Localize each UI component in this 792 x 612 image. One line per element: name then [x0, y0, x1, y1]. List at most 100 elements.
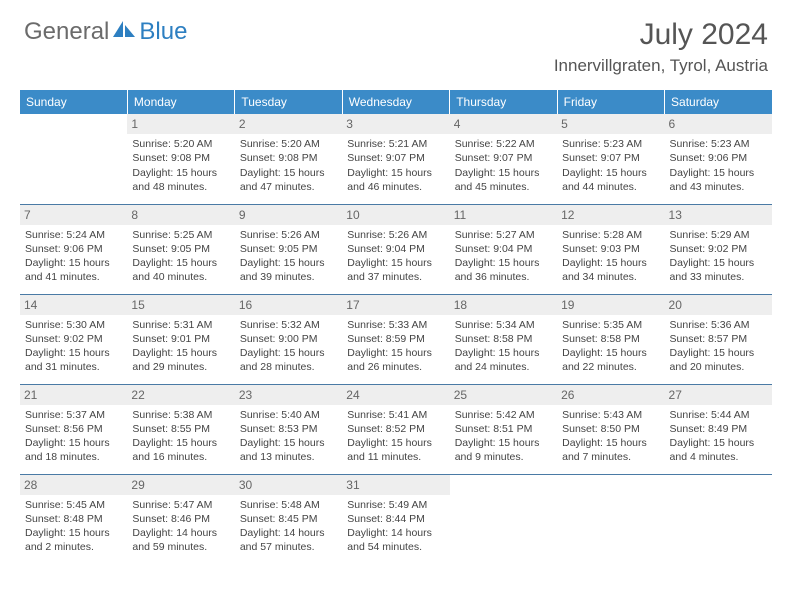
sunset-line: Sunset: 8:48 PM	[25, 512, 122, 526]
calendar-cell: 10Sunrise: 5:26 AMSunset: 9:04 PMDayligh…	[342, 204, 449, 294]
calendar-row: 14Sunrise: 5:30 AMSunset: 9:02 PMDayligh…	[20, 294, 772, 384]
calendar-cell: 28 Sunrise: 5:45 AMSunset: 8:48 PMDayligh…	[20, 474, 127, 564]
day-number: 18	[450, 295, 557, 315]
daylight-line: Daylight: 15 hours and 34 minutes.	[562, 256, 659, 284]
daylight-line: Daylight: 15 hours and 41 minutes.	[25, 256, 122, 284]
calendar-cell: 13Sunrise: 5:29 AMSunset: 9:02 PMDayligh…	[665, 204, 772, 294]
sunrise-line: Sunrise: 5:41 AM	[347, 408, 444, 422]
day-number: 17	[342, 295, 449, 315]
location-text: Innervillgraten, Tyrol, Austria	[554, 56, 768, 76]
page-header: General Blue July 2024 Innervillgraten, …	[0, 0, 792, 84]
calendar-cell: 1Sunrise: 5:20 AMSunset: 9:08 PMDaylight…	[127, 114, 234, 204]
sunset-line: Sunset: 9:04 PM	[455, 242, 552, 256]
calendar-cell: 12Sunrise: 5:28 AMSunset: 9:03 PMDayligh…	[557, 204, 664, 294]
day-number: 13	[665, 205, 772, 225]
calendar-cell: 23Sunrise: 5:40 AMSunset: 8:53 PMDayligh…	[235, 384, 342, 474]
calendar-cell	[665, 474, 772, 564]
sunset-line: Sunset: 9:06 PM	[25, 242, 122, 256]
day-number: 2	[235, 114, 342, 134]
weekday-header: Friday	[557, 90, 664, 114]
sunrise-line: Sunrise: 5:23 AM	[562, 137, 659, 151]
sunrise-line: Sunrise: 5:45 AM	[25, 498, 122, 512]
sunset-line: Sunset: 8:57 PM	[670, 332, 767, 346]
sunrise-line: Sunrise: 5:20 AM	[240, 137, 337, 151]
sunrise-line: Sunrise: 5:21 AM	[347, 137, 444, 151]
sunset-line: Sunset: 8:46 PM	[132, 512, 229, 526]
sunrise-line: Sunrise: 5:49 AM	[347, 498, 444, 512]
sunset-line: Sunset: 8:50 PM	[562, 422, 659, 436]
sunset-line: Sunset: 8:59 PM	[347, 332, 444, 346]
day-number: 28	[20, 475, 127, 495]
calendar-cell: 24Sunrise: 5:41 AMSunset: 8:52 PMDayligh…	[342, 384, 449, 474]
sunset-line: Sunset: 9:08 PM	[132, 151, 229, 165]
sunset-line: Sunset: 9:06 PM	[670, 151, 767, 165]
sunrise-line: Sunrise: 5:43 AM	[562, 408, 659, 422]
day-number: 9	[235, 205, 342, 225]
daylight-line: Daylight: 15 hours and 40 minutes.	[132, 256, 229, 284]
sunset-line: Sunset: 9:04 PM	[347, 242, 444, 256]
day-number: 6	[665, 114, 772, 134]
daylight-line: Daylight: 15 hours and 22 minutes.	[562, 346, 659, 374]
day-number: 30	[235, 475, 342, 495]
calendar-cell: 20Sunrise: 5:36 AMSunset: 8:57 PMDayligh…	[665, 294, 772, 384]
day-number: 31	[342, 475, 449, 495]
calendar-table: SundayMondayTuesdayWednesdayThursdayFrid…	[20, 90, 772, 564]
sunrise-line: Sunrise: 5:24 AM	[25, 228, 122, 242]
sunrise-line: Sunrise: 5:28 AM	[562, 228, 659, 242]
calendar-cell: 26Sunrise: 5:43 AMSunset: 8:50 PMDayligh…	[557, 384, 664, 474]
calendar-cell: 29Sunrise: 5:47 AMSunset: 8:46 PMDayligh…	[127, 474, 234, 564]
day-number: 25	[450, 385, 557, 405]
day-number: 23	[235, 385, 342, 405]
calendar-cell: 22Sunrise: 5:38 AMSunset: 8:55 PMDayligh…	[127, 384, 234, 474]
calendar-row: 1Sunrise: 5:20 AMSunset: 9:08 PMDaylight…	[20, 114, 772, 204]
daylight-line: Daylight: 15 hours and 43 minutes.	[670, 166, 767, 194]
calendar-body: 1Sunrise: 5:20 AMSunset: 9:08 PMDaylight…	[20, 114, 772, 564]
calendar-cell: 21Sunrise: 5:37 AMSunset: 8:56 PMDayligh…	[20, 384, 127, 474]
weekday-header: Thursday	[450, 90, 557, 114]
calendar-row: 7Sunrise: 5:24 AMSunset: 9:06 PMDaylight…	[20, 204, 772, 294]
calendar-cell: 5Sunrise: 5:23 AMSunset: 9:07 PMDaylight…	[557, 114, 664, 204]
daylight-line: Daylight: 15 hours and 16 minutes.	[132, 436, 229, 464]
weekday-header: Tuesday	[235, 90, 342, 114]
calendar-cell: 4Sunrise: 5:22 AMSunset: 9:07 PMDaylight…	[450, 114, 557, 204]
sunset-line: Sunset: 9:07 PM	[455, 151, 552, 165]
sunset-line: Sunset: 8:49 PM	[670, 422, 767, 436]
daylight-line: Daylight: 15 hours and 13 minutes.	[240, 436, 337, 464]
daylight-line: Daylight: 15 hours and 48 minutes.	[132, 166, 229, 194]
day-number: 26	[557, 385, 664, 405]
sunset-line: Sunset: 9:03 PM	[562, 242, 659, 256]
sunset-line: Sunset: 8:52 PM	[347, 422, 444, 436]
weekday-header: Saturday	[665, 90, 772, 114]
day-number: 11	[450, 205, 557, 225]
calendar-cell: 30Sunrise: 5:48 AMSunset: 8:45 PMDayligh…	[235, 474, 342, 564]
calendar-row: 21Sunrise: 5:37 AMSunset: 8:56 PMDayligh…	[20, 384, 772, 474]
sunrise-line: Sunrise: 5:34 AM	[455, 318, 552, 332]
sunset-line: Sunset: 8:56 PM	[25, 422, 122, 436]
daylight-line: Daylight: 15 hours and 2 minutes.	[25, 526, 122, 554]
daylight-line: Daylight: 15 hours and 39 minutes.	[240, 256, 337, 284]
calendar-row: 28 Sunrise: 5:45 AMSunset: 8:48 PMDayligh…	[20, 474, 772, 564]
sunset-line: Sunset: 8:58 PM	[562, 332, 659, 346]
day-number: 27	[665, 385, 772, 405]
daylight-line: Daylight: 15 hours and 11 minutes.	[347, 436, 444, 464]
sunrise-line: Sunrise: 5:30 AM	[25, 318, 122, 332]
sunrise-line: Sunrise: 5:37 AM	[25, 408, 122, 422]
sunset-line: Sunset: 9:02 PM	[670, 242, 767, 256]
day-number: 22	[127, 385, 234, 405]
calendar-cell: 6Sunrise: 5:23 AMSunset: 9:06 PMDaylight…	[665, 114, 772, 204]
calendar-cell: 3Sunrise: 5:21 AMSunset: 9:07 PMDaylight…	[342, 114, 449, 204]
day-number: 3	[342, 114, 449, 134]
sunset-line: Sunset: 8:55 PM	[132, 422, 229, 436]
sunset-line: Sunset: 8:58 PM	[455, 332, 552, 346]
calendar-cell: 25Sunrise: 5:42 AMSunset: 8:51 PMDayligh…	[450, 384, 557, 474]
daylight-line: Daylight: 15 hours and 47 minutes.	[240, 166, 337, 194]
calendar-cell: 27Sunrise: 5:44 AMSunset: 8:49 PMDayligh…	[665, 384, 772, 474]
daylight-line: Daylight: 15 hours and 4 minutes.	[670, 436, 767, 464]
sunrise-line: Sunrise: 5:47 AM	[132, 498, 229, 512]
sunset-line: Sunset: 9:02 PM	[25, 332, 122, 346]
calendar-cell: 31Sunrise: 5:49 AMSunset: 8:44 PMDayligh…	[342, 474, 449, 564]
sunrise-line: Sunrise: 5:25 AM	[132, 228, 229, 242]
calendar-cell: 11Sunrise: 5:27 AMSunset: 9:04 PMDayligh…	[450, 204, 557, 294]
sunrise-line: Sunrise: 5:22 AM	[455, 137, 552, 151]
sunset-line: Sunset: 9:05 PM	[132, 242, 229, 256]
